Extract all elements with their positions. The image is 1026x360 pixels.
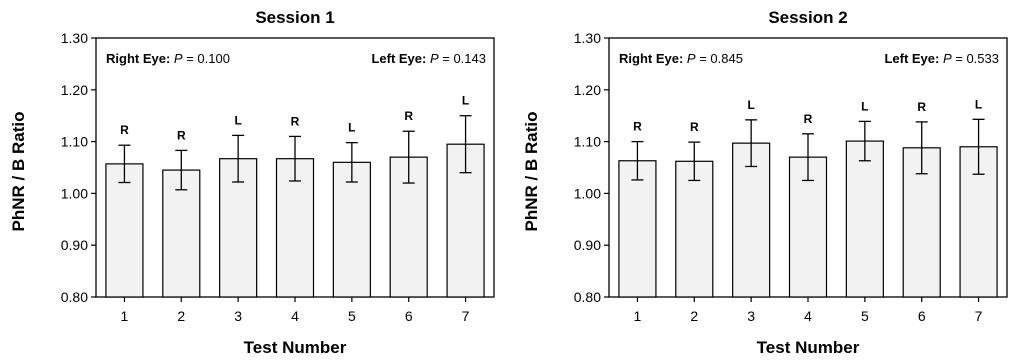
x-axis-label: Test Number [757, 338, 860, 357]
bar [732, 142, 771, 298]
y-tick-label: 0.90 [574, 237, 601, 253]
bar [675, 160, 714, 298]
bar-eye-label: R [633, 120, 642, 134]
bar [332, 161, 371, 298]
x-tick-label: 1 [121, 308, 129, 324]
y-tick-label: 0.90 [61, 237, 88, 253]
x-tick-label: 7 [462, 308, 470, 324]
x-tick-label: 7 [975, 308, 983, 324]
bar-eye-label: L [348, 121, 355, 135]
annotation-p-value: = 0.845 [696, 51, 743, 66]
y-tick-label: 1.10 [574, 134, 601, 150]
y-tick-label: 1.30 [61, 30, 88, 46]
bar-eye-label: R [690, 120, 699, 134]
x-tick-label: 4 [291, 308, 299, 324]
bar-eye-label: R [177, 128, 186, 142]
x-axis-label: Test Number [244, 338, 347, 357]
annotation-p-value: = 0.143 [439, 51, 486, 66]
annotation-p-symbol: P [174, 51, 183, 66]
annotation-prefix: Right Eye: [619, 51, 683, 66]
y-tick-label: 0.80 [61, 289, 88, 305]
chart-title: Session 2 [768, 8, 847, 27]
y-tick-label: 1.20 [574, 82, 601, 98]
chart-session-2: Session 2 0.80 0.90 1.00 1.10 1.20 1.30 PhNR / … [513, 0, 1026, 360]
annotation-left-eye: Left Eye: P = 0.533 [884, 51, 999, 66]
annotation-prefix: Left Eye: [371, 51, 426, 66]
x-tick-label: 5 [861, 308, 869, 324]
bar-eye-label: R [917, 100, 926, 114]
y-axis-label: PhNR / B Ratio [9, 112, 28, 232]
annotation-p-symbol: P [943, 51, 952, 66]
bar-eye-label: L [747, 98, 754, 112]
bar [618, 160, 657, 298]
x-tick-label: 2 [690, 308, 698, 324]
annotation-p-symbol: P [430, 51, 439, 66]
annotation-prefix: Left Eye: [884, 51, 939, 66]
bar [275, 158, 315, 298]
y-axis-label: PhNR / B Ratio [522, 112, 541, 232]
bar [162, 169, 201, 298]
y-tick-label: 1.10 [61, 134, 88, 150]
bar-eye-label: L [861, 99, 868, 113]
y-tick-label: 1.30 [574, 30, 601, 46]
annotation-right-eye: Right Eye: P = 0.845 [619, 51, 743, 66]
x-tick-label: 4 [804, 308, 812, 324]
y-tick-label: 1.00 [574, 185, 601, 201]
x-tick-label: 3 [234, 308, 242, 324]
annotation-p-symbol: P [687, 51, 696, 66]
y-tick-label: 1.00 [61, 185, 88, 201]
annotation-left-eye: Left Eye: P = 0.143 [371, 51, 486, 66]
y-tick-label: 1.20 [61, 82, 88, 98]
annotation-p-value: = 0.533 [952, 51, 999, 66]
x-tick-label: 5 [348, 308, 356, 324]
x-tick-label: 6 [405, 308, 413, 324]
annotation-prefix: Right Eye: [106, 51, 170, 66]
bar-eye-label: R [120, 123, 129, 137]
bar [845, 140, 884, 298]
bar-eye-label: R [291, 114, 300, 128]
annotation-right-eye: Right Eye: P = 0.100 [106, 51, 230, 66]
chart-title: Session 1 [255, 8, 334, 27]
bar-eye-label: R [804, 112, 813, 126]
x-tick-label: 6 [918, 308, 926, 324]
bar-eye-label: R [404, 109, 413, 123]
chart-svg: Session 1 0.80 0.90 1.00 1.10 1.20 1.30 PhNR / … [9, 8, 495, 357]
x-tick-label: 3 [747, 308, 755, 324]
bar [105, 163, 144, 298]
chart-session-1: Session 1 0.80 0.90 1.00 1.10 1.20 1.30 PhNR / … [9, 8, 495, 357]
annotation-p-value: = 0.100 [183, 51, 230, 66]
bar-eye-label: L [234, 113, 241, 127]
bar-eye-label: L [462, 94, 469, 108]
y-tick-label: 0.80 [574, 289, 601, 305]
x-tick-label: 1 [634, 308, 642, 324]
chart-svg: Session 2 0.80 0.90 1.00 1.10 1.20 1.30 PhNR / … [522, 8, 1008, 357]
bar-eye-label: L [975, 97, 982, 111]
x-tick-label: 2 [177, 308, 185, 324]
